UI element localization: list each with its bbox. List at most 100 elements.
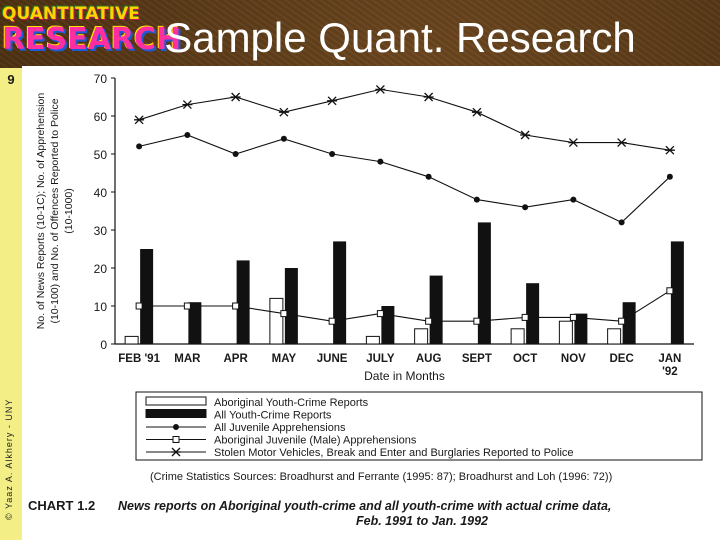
- legend-swatch: [145, 409, 207, 418]
- y-tick-label: 40: [94, 186, 108, 200]
- point-aboriginal-apprehensions: [328, 317, 336, 325]
- slide-title: Sample Quant. Research: [164, 14, 636, 61]
- y-axis-label-line: (10-100) and No. of Offences Reported to…: [49, 98, 61, 323]
- point-aboriginal-apprehensions: [666, 287, 674, 295]
- legend-entry: Stolen Motor Vehicles, Break and Enter a…: [214, 447, 574, 459]
- legend-entry: Aboriginal Juvenile (Male) Apprehensions: [214, 435, 417, 447]
- logo-line-1: QUANTITATIVE: [2, 4, 140, 24]
- series-line: [139, 290, 671, 322]
- point-juvenile-apprehensions: [184, 132, 191, 138]
- left-strip: [0, 68, 22, 540]
- bar-all-youth-reports: [574, 313, 588, 344]
- y-axis-label-line: (10-1000): [63, 188, 75, 234]
- y-tick-label: 0: [100, 338, 107, 352]
- bar-aboriginal-reports: [365, 335, 380, 345]
- chart-figure: 0 10 20 30 40 50 60 70 No. of News Reports (10-1…: [22, 66, 720, 540]
- point-aboriginal-apprehensions: [521, 313, 529, 321]
- bar-aboriginal-reports: [510, 328, 525, 345]
- category-label: JUNE: [317, 353, 348, 365]
- point-aboriginal-apprehensions: [135, 302, 143, 310]
- category-label: SEPT: [462, 353, 492, 365]
- bar-all-youth-reports: [670, 241, 684, 344]
- caption-label: CHART 1.2: [28, 498, 95, 513]
- point-juvenile-apprehensions: [377, 158, 384, 165]
- point-stolen-vehicles: [616, 138, 627, 148]
- point-stolen-vehicles: [230, 92, 241, 102]
- point-stolen-vehicles: [423, 92, 434, 102]
- caption-line-1: News reports on Aboriginal youth-crime a…: [118, 499, 611, 513]
- category-label: '92: [662, 366, 678, 378]
- point-stolen-vehicles: [327, 96, 338, 106]
- point-aboriginal-apprehensions: [473, 317, 481, 325]
- point-juvenile-apprehensions: [232, 151, 239, 157]
- bar-aboriginal-reports: [558, 320, 573, 345]
- chart-svg: 0 10 20 30 40 50 60 70 No. of News Reports (10-1…: [28, 72, 703, 528]
- y-tick-label: 10: [94, 300, 108, 314]
- y-tick-label: 50: [94, 148, 108, 162]
- point-juvenile-apprehensions: [329, 151, 336, 157]
- point-aboriginal-apprehensions: [618, 317, 626, 325]
- category-label: JULY: [366, 353, 395, 365]
- y-tick-label: 60: [94, 110, 108, 124]
- category-label: APR: [223, 353, 248, 365]
- point-juvenile-apprehensions: [618, 219, 625, 226]
- point-juvenile-apprehensions: [522, 204, 529, 211]
- logo-line-2: RESEARCH: [2, 22, 182, 57]
- bar-aboriginal-reports: [124, 335, 139, 345]
- legend-entry: Aboriginal Youth-Crime Reports: [214, 397, 369, 409]
- source-note: (Crime Statistics Sources: Broadhurst an…: [150, 471, 612, 483]
- point-aboriginal-apprehensions: [280, 310, 288, 318]
- research-logo: QUANTITATIVE RESEARCH: [2, 4, 182, 66]
- point-aboriginal-apprehensions: [376, 310, 384, 318]
- point-juvenile-apprehensions: [280, 135, 287, 142]
- legend-marker: [173, 424, 179, 430]
- category-label: MAR: [174, 353, 201, 365]
- legend-swatch: [145, 396, 207, 406]
- bar-all-youth-reports: [188, 302, 202, 344]
- bar-all-youth-reports: [284, 268, 298, 344]
- bar-all-youth-reports: [236, 260, 250, 344]
- series-line: [138, 88, 670, 151]
- y-tick-label: 30: [94, 224, 108, 238]
- bar-all-youth-reports: [333, 241, 347, 344]
- category-label: OCT: [513, 353, 537, 365]
- bar-all-youth-reports: [140, 249, 154, 344]
- point-aboriginal-apprehensions: [425, 317, 433, 325]
- bar-aboriginal-reports: [607, 328, 622, 345]
- point-stolen-vehicles: [664, 145, 675, 155]
- bar-all-youth-reports: [429, 275, 443, 344]
- point-stolen-vehicles: [568, 138, 579, 148]
- point-stolen-vehicles: [471, 107, 482, 117]
- bar-all-youth-reports: [622, 302, 636, 344]
- slide-number: 9: [7, 72, 15, 87]
- series-line: [138, 134, 671, 224]
- legend-marker: [172, 436, 180, 443]
- category-label: MAY: [272, 353, 297, 365]
- legend-marker: [171, 447, 181, 457]
- point-juvenile-apprehensions: [473, 196, 480, 203]
- point-stolen-vehicles: [520, 130, 531, 140]
- point-aboriginal-apprehensions: [569, 313, 577, 321]
- legend-entry: All Youth-Crime Reports: [214, 410, 332, 422]
- y-tick-label: 20: [94, 262, 108, 276]
- copyright-text: © Yaaz A. Alkhery - UNY: [4, 398, 14, 520]
- point-aboriginal-apprehensions: [232, 302, 240, 310]
- point-stolen-vehicles: [278, 107, 289, 117]
- point-aboriginal-apprehensions: [183, 302, 191, 310]
- legend-entry: All Juvenile Apprehensions: [214, 422, 346, 434]
- bar-all-youth-reports: [477, 222, 491, 344]
- category-label: DEC: [609, 353, 633, 365]
- point-juvenile-apprehensions: [666, 173, 673, 180]
- point-stolen-vehicles: [375, 84, 386, 94]
- bar-all-youth-reports: [526, 283, 540, 344]
- category-label: NOV: [561, 353, 586, 365]
- point-stolen-vehicles: [182, 100, 193, 110]
- y-tick-label: 70: [94, 72, 108, 86]
- point-juvenile-apprehensions: [136, 143, 143, 150]
- point-stolen-vehicles: [134, 115, 145, 125]
- category-label: JAN: [658, 353, 681, 365]
- bar-aboriginal-reports: [414, 328, 429, 345]
- category-label: AUG: [416, 353, 442, 365]
- caption-line-2: Feb. 1991 to Jan. 1992: [356, 514, 488, 528]
- legend-box: [135, 391, 703, 461]
